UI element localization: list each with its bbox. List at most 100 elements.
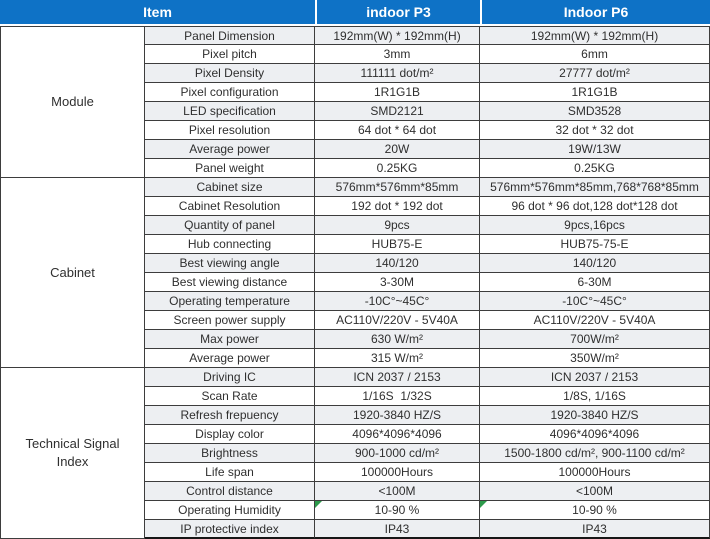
p3-value: 10-90 % xyxy=(374,503,420,517)
p6-value-cell: 6mm xyxy=(480,45,710,64)
p3-value-cell: ICN 2037 / 2153 xyxy=(315,368,481,387)
p6-value-cell: 192mm(W) * 192mm(H) xyxy=(480,26,710,45)
p6-value-cell: 576mm*576mm*85mm,768*768*85mm xyxy=(480,178,710,197)
p6-value-cell: 140/120 xyxy=(480,254,710,273)
table-row: Display color 4096*4096*4096 4096*4096*4… xyxy=(0,425,710,444)
group-label: Module xyxy=(51,94,94,110)
spec-label-cell: Pixel configuration xyxy=(145,83,316,102)
table-row: Operating temperature -10C°~45C° -10C°~4… xyxy=(0,292,710,311)
spec-label-cell: Panel weight xyxy=(145,159,316,178)
spec-label-cell: Pixel Density xyxy=(145,64,316,83)
spec-label-cell: Scan Rate xyxy=(145,387,316,406)
p6-value-cell: 9pcs,16pcs xyxy=(480,216,710,235)
spec-label-cell: Cabinet Resolution xyxy=(145,197,316,216)
group-cell-cabinet: Cabinet xyxy=(0,178,145,368)
spec-label-cell: Pixel pitch xyxy=(145,45,316,64)
table-row: Scan Rate 1/16S 1/32S 1/8S, 1/16S xyxy=(0,387,710,406)
spec-label-cell: Operating Humidity xyxy=(145,501,316,520)
spec-label-cell: Quantity of panel xyxy=(145,216,316,235)
p6-value-cell: ICN 2037 / 2153 xyxy=(480,368,710,387)
table-row: Cabinet Resolution 192 dot * 192 dot 96 … xyxy=(0,197,710,216)
p3-value-cell: <100M xyxy=(315,482,481,501)
p6-value-cell: 4096*4096*4096 xyxy=(480,425,710,444)
table-row: Screen power supply AC110V/220V - 5V40A … xyxy=(0,311,710,330)
header-item: Item xyxy=(0,0,316,26)
table-row: Module Panel Dimension 192mm(W) * 192mm(… xyxy=(0,26,710,178)
spec-label-cell: Pixel resolution xyxy=(145,121,316,140)
spec-label-cell: Best viewing angle xyxy=(145,254,316,273)
p3-value-cell: HUB75-E xyxy=(315,235,481,254)
p6-value-cell: 10-90 % xyxy=(480,501,710,520)
spec-label-cell: Best viewing distance xyxy=(145,273,316,292)
table-row: IP protective index IP43 IP43 xyxy=(0,520,710,539)
header-row: Item indoor P3 Indoor P6 xyxy=(0,0,710,26)
p6-value-cell: AC110V/220V - 5V40A xyxy=(480,311,710,330)
group-label: Technical Signal Index xyxy=(25,436,120,469)
spec-label-cell: Operating temperature xyxy=(145,292,316,311)
p3-value-cell: 1920-3840 HZ/S xyxy=(315,406,481,425)
table-row: Technical Signal Index Driving IC ICN 20… xyxy=(0,368,710,539)
table-row: Brightness 900-1000 cd/m² 1500-1800 cd/m… xyxy=(0,444,710,463)
p6-value-cell: 0.25KG xyxy=(480,159,710,178)
p3-value-cell: 140/120 xyxy=(315,254,481,273)
table-row: Pixel configuration 1R1G1B 1R1G1B xyxy=(0,83,710,102)
p6-value-cell: 27777 dot/m² xyxy=(480,64,710,83)
table-row: Pixel resolution 64 dot * 64 dot 32 dot … xyxy=(0,121,710,140)
p3-value-cell: 10-90 % xyxy=(315,501,481,520)
p6-value: 10-90 % xyxy=(572,503,617,517)
spec-label-cell: Max power xyxy=(145,330,316,349)
p6-value-cell: IP43 xyxy=(480,520,710,539)
comment-indicator-icon xyxy=(480,501,488,508)
table-row: Operating Humidity 10-90 % 10-90 % xyxy=(0,501,710,520)
p3-value-cell: 100000Hours xyxy=(315,463,481,482)
spec-label-cell: Control distance xyxy=(145,482,316,501)
p6-value-cell: 1/8S, 1/16S xyxy=(480,387,710,406)
spec-label-cell: Life span xyxy=(145,463,316,482)
p3-value-cell: -10C°~45C° xyxy=(315,292,481,311)
p6-value-cell: 96 dot * 96 dot,128 dot*128 dot xyxy=(480,197,710,216)
p3-value-cell: 192 dot * 192 dot xyxy=(315,197,481,216)
group-cell-technical-signal-index: Technical Signal Index xyxy=(0,368,145,539)
table-row: Hub connecting HUB75-E HUB75-75-E xyxy=(0,235,710,254)
p3-value-cell: 111111 dot/m² xyxy=(315,64,481,83)
p6-value-cell: 19W/13W xyxy=(480,140,710,159)
p3-value-cell: 64 dot * 64 dot xyxy=(315,121,481,140)
spec-label-cell: Refresh frepuency xyxy=(145,406,316,425)
spec-label-cell: Driving IC xyxy=(145,368,316,387)
p6-value-cell: 1920-3840 HZ/S xyxy=(480,406,710,425)
p6-value-cell: HUB75-75-E xyxy=(480,235,710,254)
header-indoor-p6: Indoor P6 xyxy=(480,0,710,26)
p3-value-cell: 1/16S 1/32S xyxy=(315,387,481,406)
table-row: LED specification SMD2121 SMD3528 xyxy=(0,102,710,121)
p3-value-cell: AC110V/220V - 5V40A xyxy=(315,311,481,330)
spec-label-cell: IP protective index xyxy=(145,520,316,539)
spec-label-cell: Brightness xyxy=(145,444,316,463)
spec-label-cell: Cabinet size xyxy=(145,178,316,197)
p3-value-cell: 20W xyxy=(315,140,481,159)
p6-value-cell: <100M xyxy=(480,482,710,501)
table-row: Pixel pitch 3mm 6mm xyxy=(0,45,710,64)
p3-value-cell: 4096*4096*4096 xyxy=(315,425,481,444)
p6-value-cell: -10C°~45C° xyxy=(480,292,710,311)
table-row: Quantity of panel 9pcs 9pcs,16pcs xyxy=(0,216,710,235)
spec-label-cell: Panel Dimension xyxy=(145,26,316,45)
p6-value-cell: 350W/m² xyxy=(480,349,710,368)
spec-label-cell: Display color xyxy=(145,425,316,444)
table-row: Best viewing angle 140/120 140/120 xyxy=(0,254,710,273)
p6-value-cell: 32 dot * 32 dot xyxy=(480,121,710,140)
table-row: Refresh frepuency 1920-3840 HZ/S 1920-38… xyxy=(0,406,710,425)
p3-value-cell: 315 W/m² xyxy=(315,349,481,368)
group-cell-module: Module xyxy=(0,26,145,178)
header-indoor-p3: indoor P3 xyxy=(315,0,481,26)
p3-value-cell: 9pcs xyxy=(315,216,481,235)
p3-value-cell: 3mm xyxy=(315,45,481,64)
p6-value-cell: 1R1G1B xyxy=(480,83,710,102)
table-row: Cabinet Cabinet size 576mm*576mm*85mm 57… xyxy=(0,178,710,368)
spec-label-cell: Hub connecting xyxy=(145,235,316,254)
p6-value-cell: 1500-1800 cd/m², 900-1100 cd/m² xyxy=(480,444,710,463)
p3-value-cell: 192mm(W) * 192mm(H) xyxy=(315,26,481,45)
p3-value-cell: 576mm*576mm*85mm xyxy=(315,178,481,197)
table-row: Panel weight 0.25KG 0.25KG xyxy=(0,159,710,178)
